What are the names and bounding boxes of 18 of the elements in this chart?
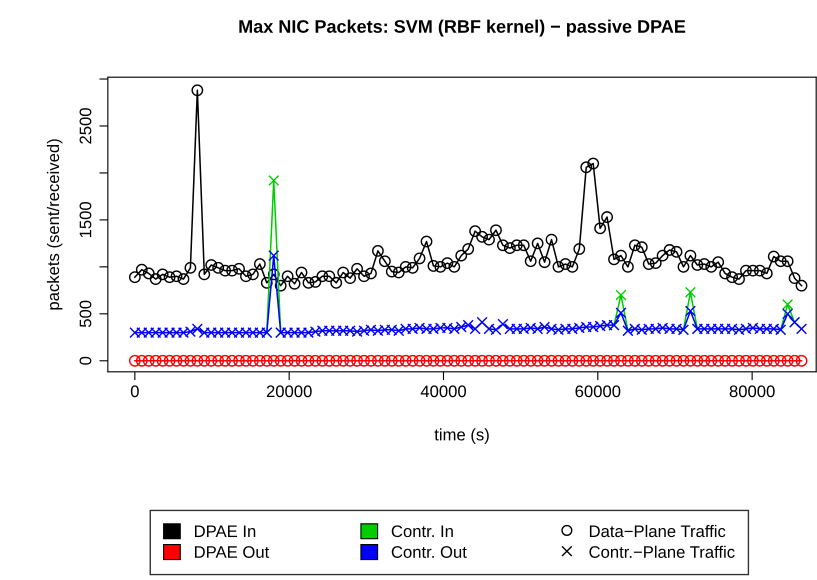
x-tick-label: 80000 (730, 385, 775, 398)
legend-label: Contr. In (392, 525, 453, 538)
x-axis-title: time (s) (434, 428, 489, 444)
text: Contr.−Plane Traffic (589, 546, 735, 558)
chart-title: Max NIC Packets: SVM (RBF kernel) − passive DPAE (239, 20, 686, 36)
x-tick-label: 60000 (575, 385, 620, 398)
y-axis-title: packets (sent/received) (46, 139, 62, 310)
legend-label: DPAE In (194, 526, 256, 537)
y-tick-label: 2500 (80, 108, 92, 144)
x-tick-label: 0 (130, 385, 139, 398)
y-tick-label: 500 (80, 300, 92, 328)
x-tick-label: 20000 (266, 385, 312, 398)
y-tick-label: 1500 (80, 202, 92, 238)
x-tick-label: 40000 (420, 385, 466, 398)
y-tick-label: 0 (80, 356, 92, 365)
legend-label: Contr. Out (392, 546, 467, 558)
legend-label: DPAE Out (194, 546, 270, 558)
text: Data−Plane Traffic (590, 524, 726, 538)
